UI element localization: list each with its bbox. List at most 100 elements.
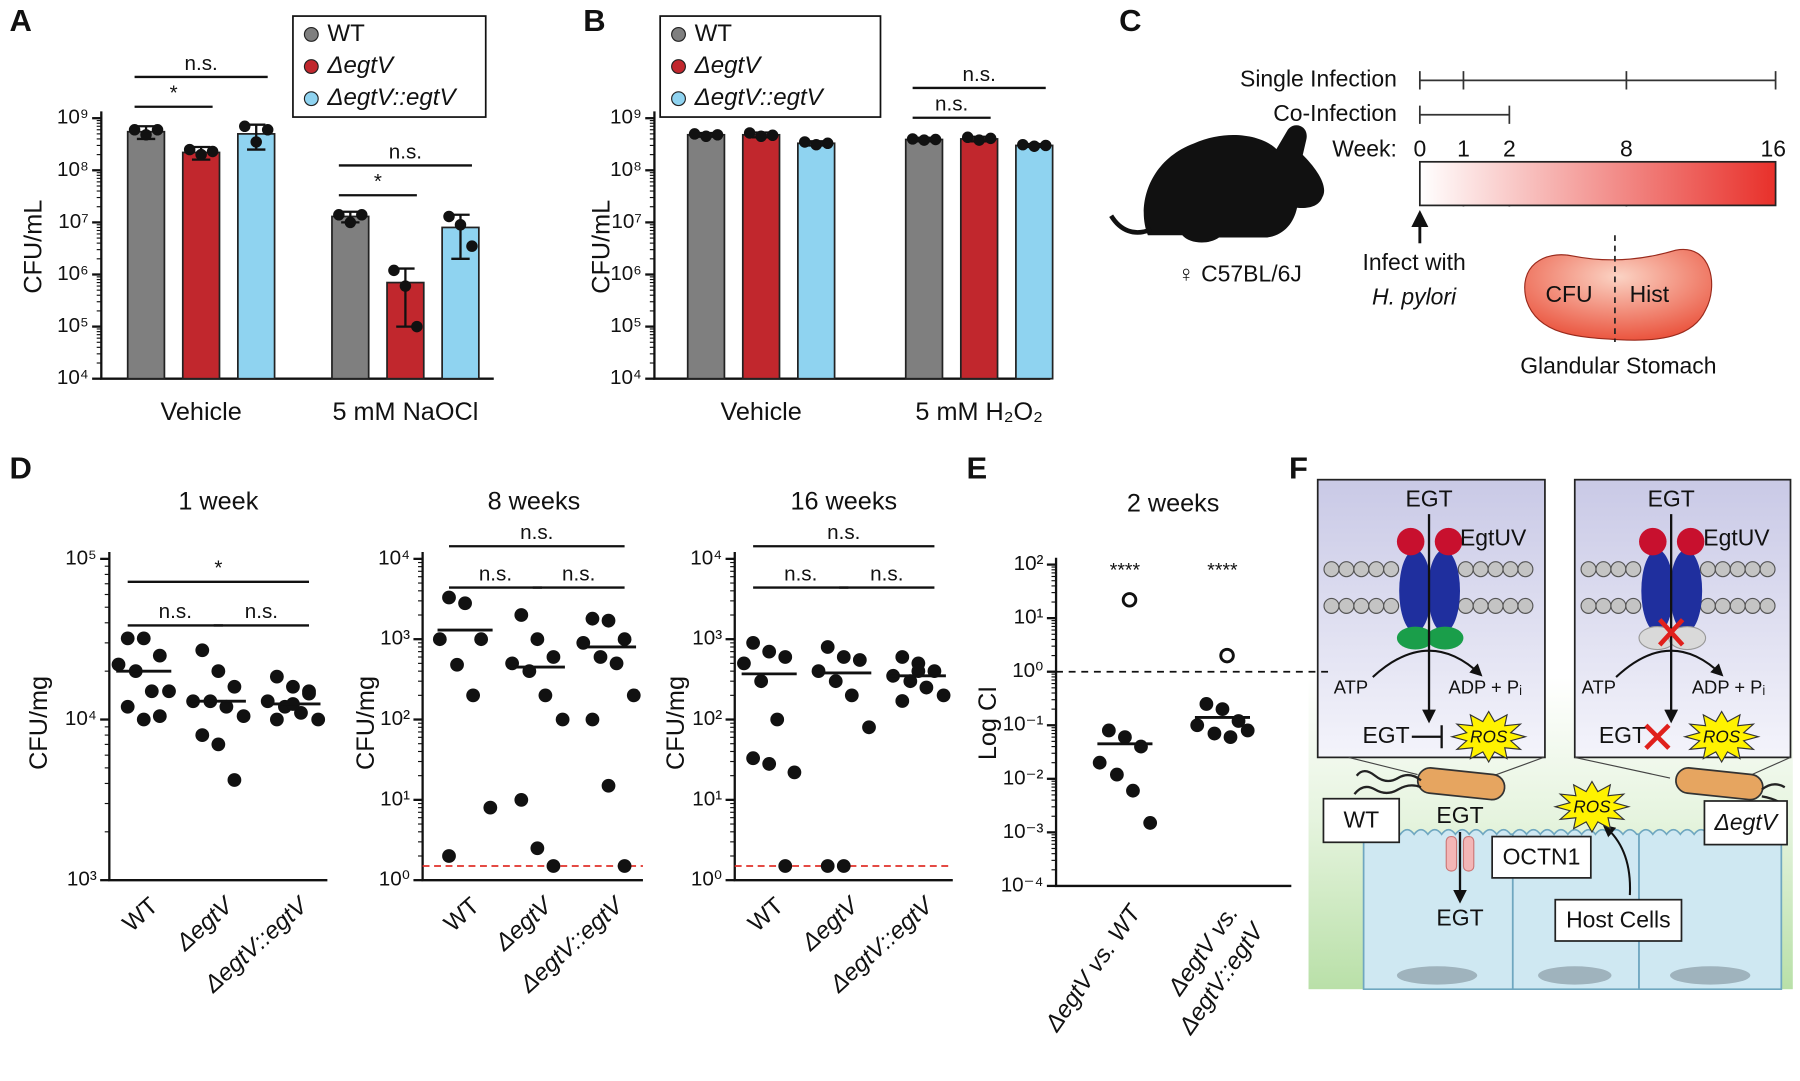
data-point xyxy=(128,124,141,136)
data-point xyxy=(1126,783,1140,798)
data-point xyxy=(770,712,785,727)
data-point xyxy=(1017,138,1029,151)
legend-marker xyxy=(671,26,686,42)
data-point xyxy=(555,712,570,727)
data-point xyxy=(820,640,835,654)
label-box xyxy=(1554,898,1683,942)
panel-label: B xyxy=(583,3,605,38)
mouse-tail xyxy=(1109,214,1153,235)
comparison-label: n.s. xyxy=(870,562,903,585)
y-axis-label: CFU/mg xyxy=(352,676,380,770)
data-point xyxy=(836,859,851,873)
y-tick-label: 10³ xyxy=(380,627,410,650)
data-point xyxy=(1101,723,1116,738)
data-point xyxy=(778,859,793,873)
data-point xyxy=(918,134,930,146)
block-mark xyxy=(1644,618,1685,750)
data-point xyxy=(852,653,867,667)
data-point xyxy=(585,712,600,727)
y-tick-label: 10⁴ xyxy=(378,546,410,569)
data-point xyxy=(227,773,242,787)
bar xyxy=(331,215,370,380)
panel-labels: A B C D E F xyxy=(9,3,1307,486)
x-tick-label: Vehicle xyxy=(160,398,241,426)
comparison-label: * xyxy=(374,170,382,193)
chart-title: 8 weeks xyxy=(488,487,581,515)
label: ATP xyxy=(1334,676,1368,697)
data-point xyxy=(1110,767,1124,782)
legend-marker xyxy=(303,26,319,42)
axes xyxy=(421,551,643,882)
data-point xyxy=(617,859,632,873)
y-tick-label: 10² xyxy=(692,707,722,730)
stomach xyxy=(1524,248,1713,341)
data-point xyxy=(546,650,561,664)
timeline-bar xyxy=(1418,160,1777,207)
data-point xyxy=(219,699,234,714)
data-point xyxy=(973,134,985,146)
y-tick-label: 10⁴ xyxy=(610,366,642,389)
data-point xyxy=(311,712,326,727)
ros-burst xyxy=(1449,710,1528,764)
data-point xyxy=(1143,816,1158,830)
data-point xyxy=(1134,739,1148,754)
row-label: Co-Infection xyxy=(1273,100,1397,126)
label: ATP xyxy=(1582,676,1616,697)
y-tick-label: 10² xyxy=(1014,552,1044,575)
data-point xyxy=(895,650,910,664)
data-point xyxy=(269,669,284,684)
y-tick-label: 10⁴ xyxy=(57,366,89,389)
y-axis-label: Log CI xyxy=(974,686,1002,760)
y-tick-label: 10⁸ xyxy=(57,158,89,181)
bar xyxy=(959,138,999,380)
comparison-label: n.s. xyxy=(562,562,595,585)
y-tick-label: 10⁻¹ xyxy=(1003,713,1044,736)
annotation: **** xyxy=(1110,560,1141,582)
panel-label: F xyxy=(1289,451,1308,486)
data-point xyxy=(1207,726,1222,741)
data-point xyxy=(820,859,835,873)
y-tick-label: 10⁵ xyxy=(65,546,97,569)
legend-label: WT xyxy=(327,20,365,47)
comparison-label: n.s. xyxy=(520,521,553,544)
y-tick-label: 10⁰ xyxy=(691,868,722,891)
label: ΔegtV xyxy=(1713,809,1779,835)
data-point xyxy=(260,694,275,709)
data-point xyxy=(144,684,159,699)
label: EGT xyxy=(1648,485,1695,511)
bar xyxy=(797,142,836,380)
y-tick-label: 10⁰ xyxy=(1012,659,1043,682)
label: OCTN1 xyxy=(1503,843,1581,869)
infect-label: Infect with xyxy=(1362,249,1465,275)
data-point xyxy=(961,131,974,144)
y-tick-label: 10⁻³ xyxy=(1003,820,1044,843)
data-point xyxy=(601,778,616,793)
y-tick-label: 10⁵ xyxy=(57,314,89,337)
data-point xyxy=(585,611,600,626)
data-point xyxy=(626,688,641,703)
label: Host Cells xyxy=(1566,907,1671,933)
data-point xyxy=(269,712,284,727)
legend-marker xyxy=(671,91,686,107)
legend-marker xyxy=(303,91,319,107)
y-tick-label: 10⁰ xyxy=(379,868,410,891)
data-point xyxy=(261,124,274,136)
annotation: **** xyxy=(1207,560,1238,582)
label: ROS xyxy=(1573,796,1611,816)
data-point xyxy=(1223,730,1238,745)
legend-label: ΔegtV xyxy=(694,52,763,79)
week-label: 2 xyxy=(1503,135,1516,161)
data-point xyxy=(530,841,545,856)
comparison-label: n.s. xyxy=(479,562,512,585)
data-point xyxy=(344,216,357,229)
timeline-panel: Single Infection Co-Infection Week: 0 1 … xyxy=(1109,65,1786,378)
data-point xyxy=(895,694,910,708)
row-label: Single Infection xyxy=(1240,65,1397,91)
data-point xyxy=(286,679,300,694)
data-point xyxy=(1240,723,1255,738)
data-point xyxy=(711,129,724,141)
y-tick-label: 10⁸ xyxy=(610,158,642,181)
y-tick-label: 10¹ xyxy=(1014,606,1044,629)
